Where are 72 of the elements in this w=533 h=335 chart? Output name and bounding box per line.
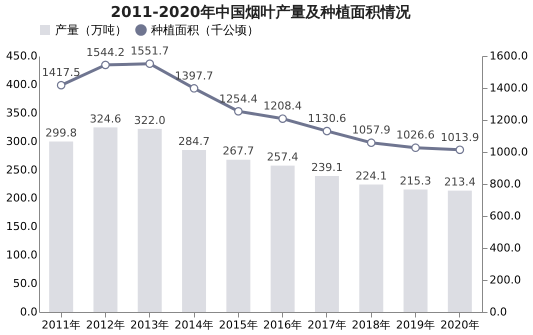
point (234, 106, 243, 116)
bar (49, 141, 74, 312)
y-tick-label: 100.0 (6, 248, 38, 262)
y2-tick-label: 600.0 (490, 210, 521, 222)
chart-title: 2011-2020年中国烟叶产量及种植面积情况 (110, 3, 412, 21)
data-label: 267.7 (222, 144, 254, 158)
y-tick-label: 450.0 (6, 50, 38, 62)
bar (448, 190, 472, 312)
point (278, 114, 287, 123)
data-label: 299.8 (45, 126, 77, 140)
data-label: 1013.9 (440, 130, 480, 144)
y2-tick-label: 1000.0 (490, 146, 528, 158)
y2-tick-label: 800.0 (490, 178, 521, 190)
bar (270, 166, 295, 312)
point (456, 145, 464, 154)
y-tick-label: 250.0 (6, 163, 38, 176)
data-label: 213.4 (444, 176, 476, 189)
y2-tick-label: 1400.0 (490, 82, 528, 94)
y2-tick-label: 1600.0 (490, 50, 528, 62)
y-tick-label: 400.0 (6, 78, 38, 91)
bar (314, 176, 339, 312)
x-tick-label: 2011年 (42, 318, 81, 332)
data-label: 1026.6 (396, 128, 435, 142)
data-label: 1544.2 (86, 46, 125, 59)
point (322, 126, 332, 136)
data-label: 257.4 (266, 150, 298, 164)
data-label: 239.1 (311, 160, 343, 174)
y2-tick-label: 0.0 (490, 306, 507, 318)
bar (359, 184, 384, 312)
data-label: 1208.4 (263, 100, 302, 113)
bar (138, 128, 162, 312)
data-label: 1057.9 (352, 124, 390, 137)
bar (404, 190, 428, 312)
point (411, 143, 420, 152)
y-tick-label: 150.0 (6, 220, 38, 234)
x-tick-label: 2013年 (130, 318, 170, 332)
data-label: 284.7 (178, 135, 210, 148)
x-tick-label: 2019年 (396, 318, 436, 332)
bar (226, 160, 250, 312)
x-tick-label: 2020年 (440, 318, 480, 332)
y-tick-label: 350.0 (6, 106, 38, 120)
x-tick-label: 2017年 (307, 318, 346, 332)
y2-tick-label: 1200.0 (490, 114, 528, 126)
bar (93, 127, 118, 312)
bar (182, 150, 206, 312)
point (56, 80, 66, 90)
x-tick-label: 2018年 (352, 318, 391, 332)
point (366, 138, 376, 148)
y2-tick-label: 200.0 (490, 274, 521, 286)
legend-label: 产量（万吨） (55, 23, 127, 37)
point (190, 84, 198, 93)
data-label: 1417.5 (42, 66, 80, 80)
data-label: 1130.6 (308, 112, 346, 126)
y-tick-label: 0.0 (20, 306, 38, 318)
data-label: 324.6 (90, 112, 122, 126)
x-tick-label: 2015年 (218, 318, 258, 332)
legend-label: 种植面积（千公顷） (151, 23, 259, 37)
x-tick-label: 2012年 (86, 318, 125, 332)
data-label: 1397.7 (174, 69, 214, 82)
data-label: 1254.4 (219, 92, 258, 106)
x-tick-label: 2016年 (263, 318, 302, 332)
point (101, 60, 110, 70)
point (145, 59, 154, 68)
data-label: 224.1 (356, 170, 387, 183)
y-tick-label: 50.0 (13, 277, 38, 290)
data-label: 215.3 (400, 174, 432, 188)
data-label: 1551.7 (130, 44, 169, 58)
data-label: 322.0 (134, 114, 166, 127)
y-tick-label: 300.0 (6, 134, 38, 148)
x-tick-label: 2014年 (174, 318, 214, 332)
y-tick-label: 200.0 (6, 192, 38, 205)
y2-tick-label: 400.0 (490, 242, 521, 254)
